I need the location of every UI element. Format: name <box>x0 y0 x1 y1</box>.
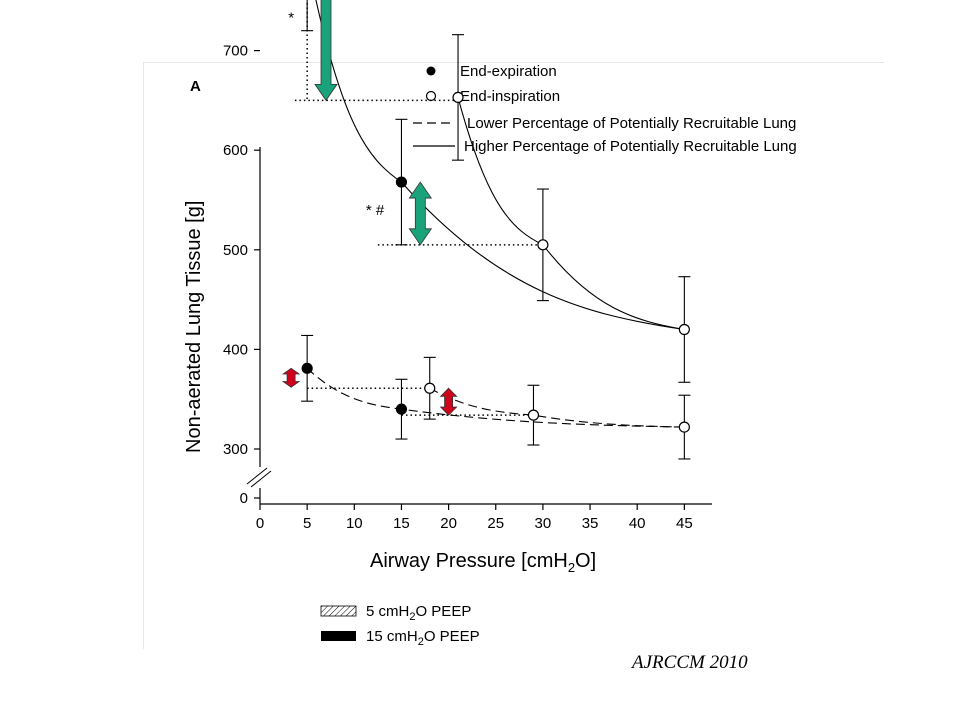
end-expiration-point <box>395 403 408 415</box>
recruitment-arrow <box>281 367 301 388</box>
y-tick-label: 300 <box>223 441 248 458</box>
y-ticks: 0300400500600700800900 <box>223 43 260 507</box>
end-inspiration-point <box>424 382 436 394</box>
y-tick-label: 700 <box>223 43 248 60</box>
end-inspiration-point <box>527 409 540 421</box>
axis-break-mark <box>250 470 272 488</box>
x-tick-label: 10 <box>346 515 363 532</box>
axis-break-mark <box>246 467 268 485</box>
peep5-label: 5 cmH2O PEEP <box>366 603 471 623</box>
recruitment-arrow <box>314 0 338 102</box>
data-points <box>301 0 691 460</box>
peep15-label-main: 15 cmH <box>366 628 418 645</box>
peep-legend: 5 cmH2O PEEP 15 cmH2O PEEP <box>320 603 480 648</box>
peep15-label: 15 cmH2O PEEP <box>366 628 480 648</box>
end-expiration-point <box>301 362 313 374</box>
panel-label: A <box>190 78 201 95</box>
legend-marker-end-inspiration <box>425 90 437 102</box>
x-tick-label: 20 <box>440 515 457 532</box>
x-tick-label: 0 <box>256 515 264 532</box>
recruitment-arrow <box>439 387 458 416</box>
axes <box>246 147 712 505</box>
y-tick-label: 0 <box>240 490 248 507</box>
recruitment-arrows <box>281 0 458 416</box>
end-inspiration-point <box>537 239 549 251</box>
peep15-swatch <box>321 631 356 641</box>
figure-panel-border <box>143 62 884 649</box>
significance-annotation: * # <box>366 202 385 219</box>
legend-lower-recruitable: Lower Percentage of Potentially Recruita… <box>467 115 796 132</box>
legend-marker-end-expiration <box>426 66 436 76</box>
x-axis-title-subscript: 2 <box>568 560 575 575</box>
fit-curve <box>429 387 685 428</box>
peep5-label-main: 5 cmH <box>366 603 409 620</box>
end-inspiration-point <box>452 91 464 104</box>
legend-higher-recruitable: Higher Percentage of Potentially Recruit… <box>464 138 797 155</box>
significance-annotation: * <box>288 10 294 27</box>
x-tick-label: 15 <box>393 515 410 532</box>
y-tick-label: 400 <box>223 341 248 358</box>
legend-end-inspiration: End-inspiration <box>460 88 560 105</box>
end-inspiration-point <box>678 323 690 336</box>
x-tick-label: 35 <box>582 515 599 532</box>
y-tick-label: 500 <box>223 242 248 259</box>
peep5-label-end: O PEEP <box>415 603 471 620</box>
peep5-swatch <box>320 605 357 617</box>
fit-curve <box>457 97 685 331</box>
annotations: * * # <box>288 10 385 219</box>
x-tick-label: 25 <box>487 515 504 532</box>
legend: End-expiration End-inspiration Lower Per… <box>413 63 797 155</box>
fit-curve <box>306 367 685 428</box>
end-expiration-point <box>395 176 408 188</box>
peep15-label-end: O PEEP <box>424 628 480 645</box>
x-ticks: 0 5 10 15 20 25 30 35 40 45 <box>256 504 693 532</box>
legend-end-expiration: End-expiration <box>460 63 557 80</box>
peep15-label-subscript: 2 <box>418 636 424 648</box>
x-axis-title-main: Airway Pressure [cmH <box>370 550 568 572</box>
y-axis-title: Non-aerated Lung Tissue [g] <box>183 201 205 453</box>
x-axis-title: Airway Pressure [cmH2O] <box>370 550 596 575</box>
peep5-label-subscript: 2 <box>409 611 415 623</box>
recruitment-arrow <box>408 181 433 246</box>
citation: AJRCCM 2010 <box>632 652 748 673</box>
x-tick-label: 30 <box>535 515 552 532</box>
x-tick-label: 45 <box>676 515 693 532</box>
x-tick-label: 5 <box>303 515 311 532</box>
x-tick-label: 40 <box>629 515 646 532</box>
fit-curve <box>315 0 685 331</box>
y-tick-label: 600 <box>223 142 248 159</box>
end-inspiration-point <box>678 421 690 433</box>
x-axis-title-end: O] <box>575 550 596 572</box>
